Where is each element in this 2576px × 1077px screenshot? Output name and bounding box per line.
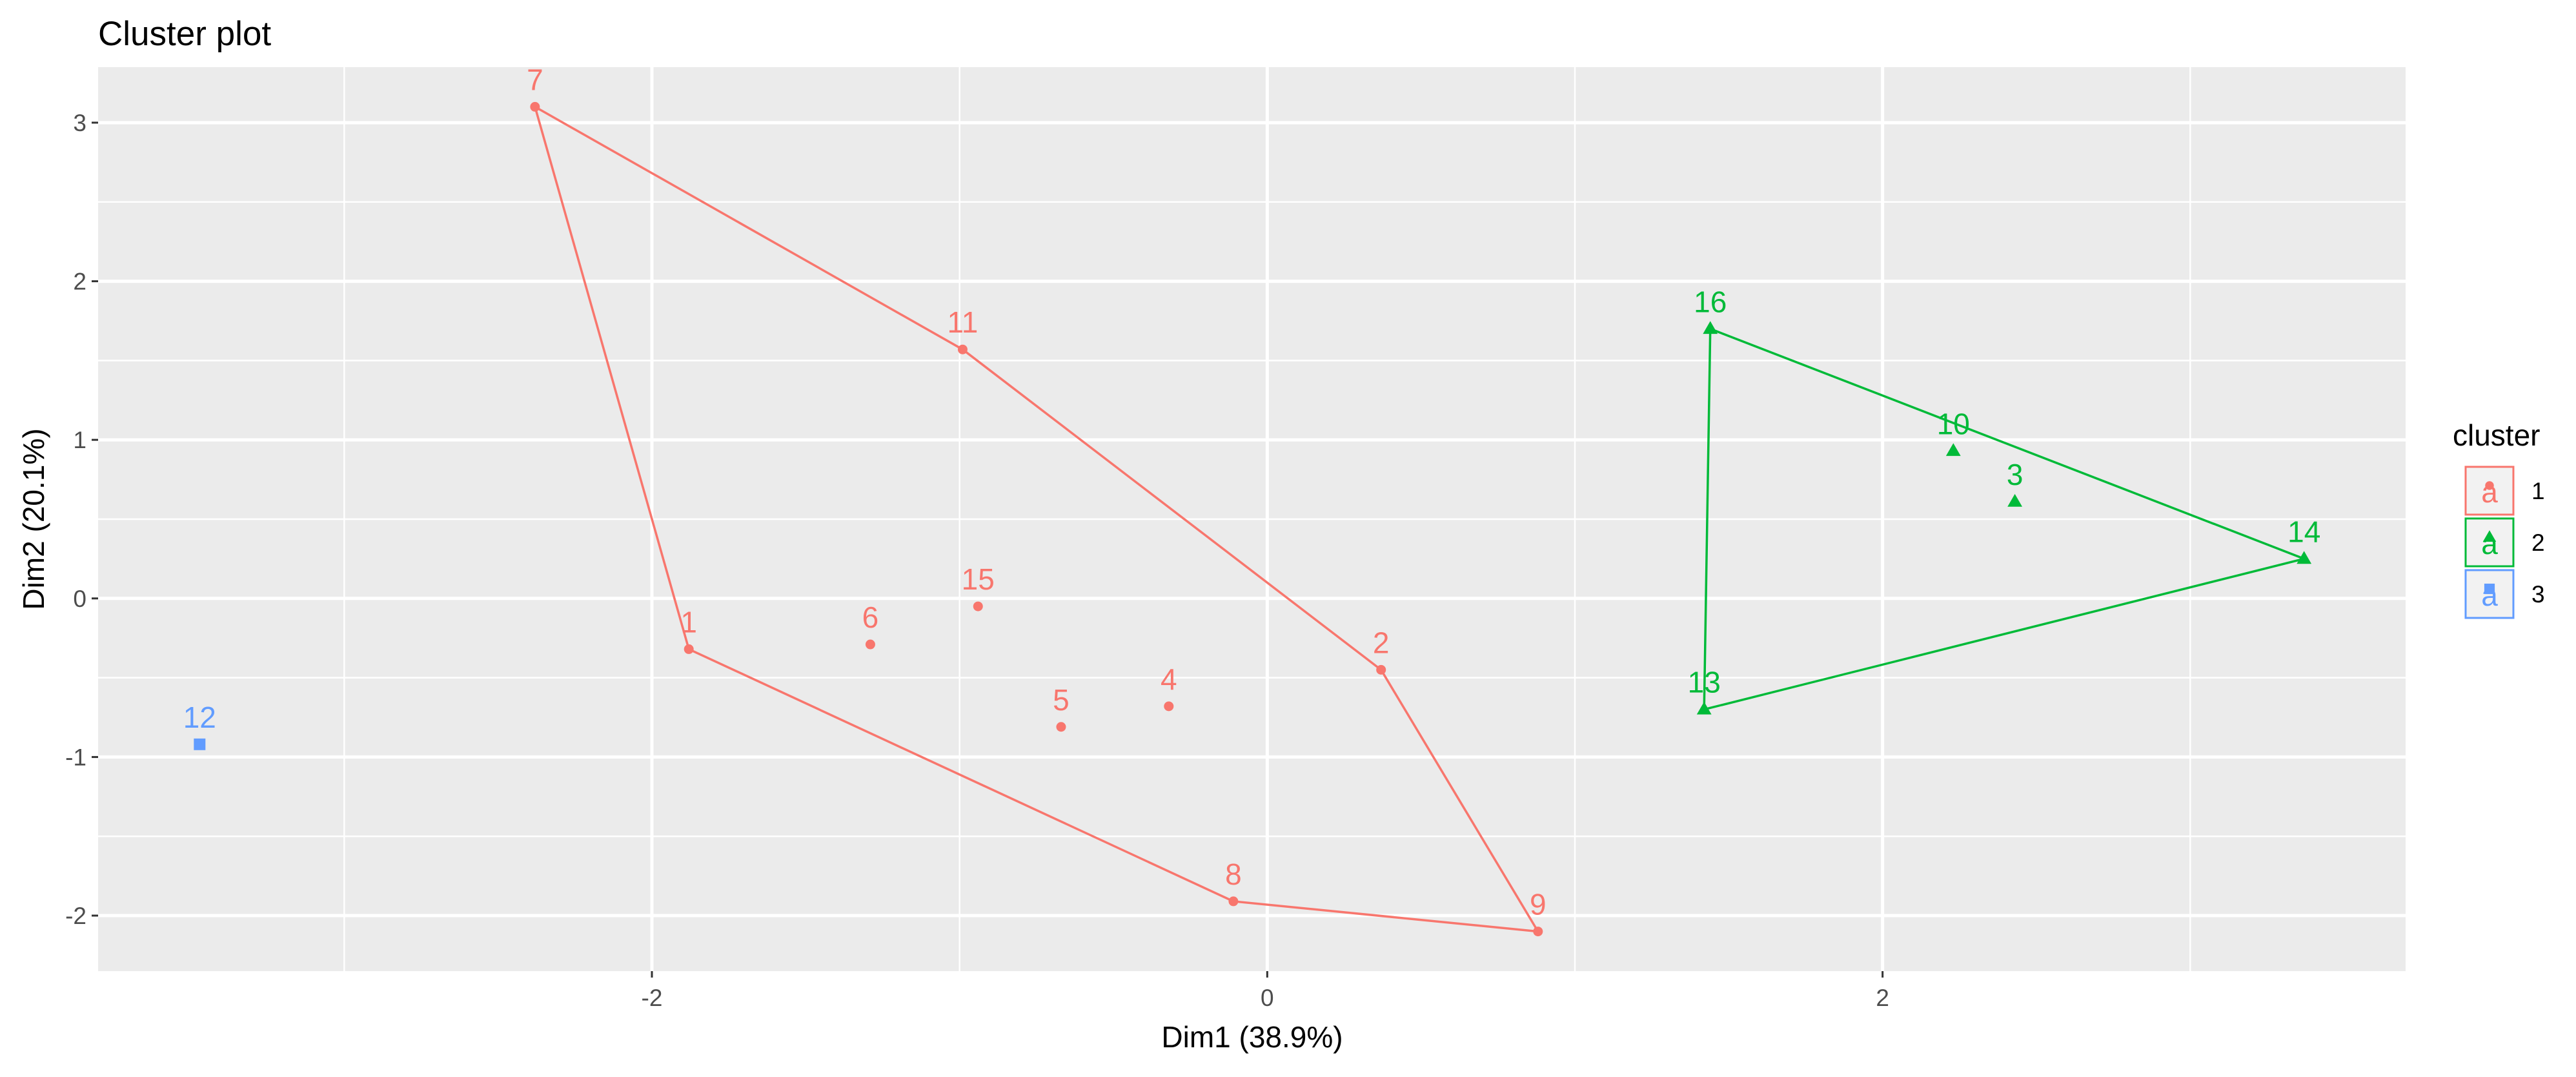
grid-minor bbox=[98, 67, 2406, 971]
point-16 bbox=[1703, 321, 1718, 334]
legend-label-2: 2 bbox=[2531, 529, 2545, 556]
point-4 bbox=[1164, 701, 1174, 712]
point-label-9: 9 bbox=[1530, 888, 1547, 921]
y-tick-label: -2 bbox=[65, 903, 86, 929]
point-10 bbox=[1945, 443, 1961, 456]
x-tick-label: -2 bbox=[642, 985, 663, 1011]
point-label-12: 12 bbox=[183, 701, 216, 734]
point-5 bbox=[1056, 722, 1066, 732]
point-label-8: 8 bbox=[1225, 857, 1242, 891]
point-15 bbox=[973, 601, 983, 611]
y-tick-label: -1 bbox=[65, 744, 86, 770]
point-1 bbox=[684, 644, 694, 654]
point-label-13: 13 bbox=[1688, 666, 1721, 699]
legend-marker-2 bbox=[2482, 530, 2497, 542]
legend-title: cluster bbox=[2453, 418, 2540, 452]
y-tick-label: 3 bbox=[73, 110, 86, 136]
point-label-2: 2 bbox=[1373, 626, 1390, 659]
y-tick-label: 1 bbox=[73, 427, 86, 453]
x-tick-label: 2 bbox=[1876, 985, 1889, 1011]
point-6 bbox=[865, 639, 875, 650]
point-label-7: 7 bbox=[527, 63, 543, 96]
data-points bbox=[194, 101, 2312, 937]
point-label-4: 4 bbox=[1161, 662, 1177, 696]
legend-key-glyph-1: a bbox=[2481, 475, 2498, 509]
point-9 bbox=[1533, 927, 1543, 937]
point-8 bbox=[1228, 896, 1239, 907]
point-label-15: 15 bbox=[962, 562, 995, 596]
legend-marker-3 bbox=[2484, 583, 2495, 595]
point-label-5: 5 bbox=[1053, 683, 1070, 717]
x-axis-ticks: -2 0 2 bbox=[642, 971, 1889, 1011]
legend-key-glyph-3: a bbox=[2481, 579, 2498, 612]
y-axis-ticks: -2 -1 0 1 2 3 bbox=[65, 110, 98, 929]
legend-key-1 bbox=[2464, 466, 2515, 516]
legend-label-1: 1 bbox=[2531, 478, 2545, 504]
point-label-1: 1 bbox=[680, 605, 697, 639]
point-label-11: 11 bbox=[948, 305, 979, 339]
point-12 bbox=[194, 738, 206, 750]
legend-key-2 bbox=[2464, 517, 2515, 568]
point-label-6: 6 bbox=[862, 600, 879, 634]
legend-marker-1 bbox=[2485, 481, 2494, 490]
point-11 bbox=[957, 344, 968, 354]
cluster-2-hull bbox=[1703, 327, 2306, 711]
point-label-3: 3 bbox=[2007, 458, 2023, 491]
point-13 bbox=[1696, 701, 1712, 715]
chart-title: Cluster plot bbox=[98, 15, 271, 53]
point-14 bbox=[2297, 551, 2312, 564]
x-axis-title: Dim1 (38.9%) bbox=[1161, 1020, 1343, 1054]
point-label-10: 10 bbox=[1937, 407, 1970, 440]
point-2 bbox=[1376, 664, 1386, 675]
y-axis-title: Dim2 (20.1%) bbox=[17, 428, 50, 610]
point-label-14: 14 bbox=[2287, 515, 2320, 548]
legend: cluster a 1a 2a 3 bbox=[2453, 418, 2545, 619]
point-3 bbox=[2007, 493, 2023, 507]
legend-label-3: 3 bbox=[2531, 581, 2545, 608]
point-7 bbox=[530, 101, 540, 112]
point-label-16: 16 bbox=[1694, 285, 1727, 318]
y-tick-label: 0 bbox=[73, 586, 86, 612]
x-tick-label: 0 bbox=[1261, 985, 1274, 1011]
y-tick-label: 2 bbox=[73, 269, 86, 295]
